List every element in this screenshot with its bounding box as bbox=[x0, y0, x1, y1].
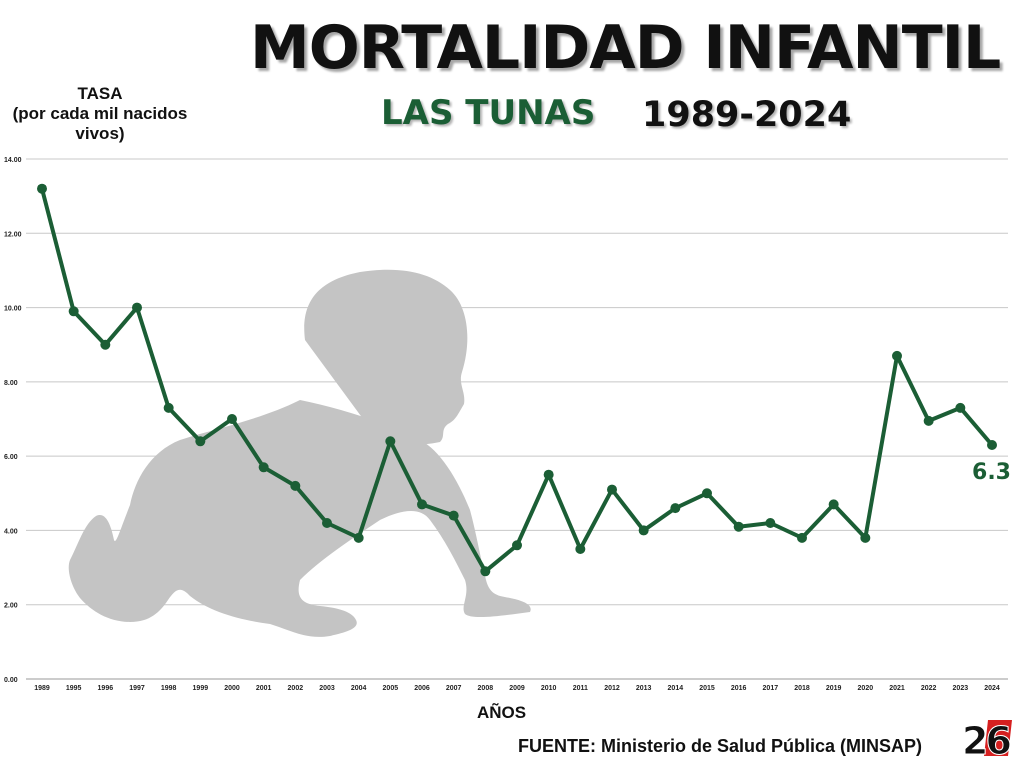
period-label: 1989-2024 bbox=[642, 95, 852, 135]
y-tick-label: 12.00 bbox=[4, 231, 22, 238]
chart-subtitle: LAS TUNAS bbox=[381, 93, 596, 133]
y-axis-label: TASA (por cada mil nacidos vivos) bbox=[12, 84, 188, 143]
data-point bbox=[892, 350, 902, 361]
data-point bbox=[575, 544, 586, 554]
x-tick-label: 2013 bbox=[636, 685, 652, 692]
data-point bbox=[512, 540, 522, 551]
chart-title: MORTALIDAD INFANTIL bbox=[250, 13, 1001, 83]
x-tick-label: 2007 bbox=[446, 685, 462, 692]
x-tick-label: 2006 bbox=[414, 685, 430, 692]
x-tick-label: 2002 bbox=[288, 685, 304, 692]
radio-26-logo-icon: 26 bbox=[962, 719, 1014, 759]
crawling-baby-silhouette-icon bbox=[68, 269, 531, 637]
x-tick-label: 2001 bbox=[256, 685, 272, 692]
data-point bbox=[702, 488, 712, 499]
x-tick-label: 2016 bbox=[731, 685, 747, 692]
x-tick-label: 2018 bbox=[794, 685, 810, 692]
x-axis-label: AÑOS bbox=[477, 703, 527, 722]
data-point bbox=[68, 306, 79, 317]
x-tick-label: 2003 bbox=[319, 685, 335, 692]
x-tick-label: 2008 bbox=[478, 685, 494, 692]
data-point bbox=[100, 339, 111, 350]
x-tick-label: 2011 bbox=[573, 685, 588, 692]
data-point bbox=[923, 415, 934, 426]
data-point bbox=[797, 532, 807, 543]
source-note: FUENTE: Ministerio de Salud Pública (MIN… bbox=[518, 736, 923, 756]
x-tick-label: 1997 bbox=[129, 685, 145, 692]
y-tick-label: 0.00 bbox=[4, 677, 18, 684]
y-tick-label: 8.00 bbox=[4, 380, 18, 387]
x-tick-label: 2004 bbox=[351, 685, 367, 692]
y-tick-label: 10.00 bbox=[4, 306, 22, 313]
data-point bbox=[258, 462, 269, 473]
data-point bbox=[987, 440, 997, 450]
y-tick-label: 6.00 bbox=[4, 454, 18, 461]
data-point bbox=[860, 532, 871, 543]
data-point bbox=[733, 521, 744, 532]
x-tick-label: 1999 bbox=[193, 685, 209, 692]
x-tick-label: 2015 bbox=[699, 685, 715, 692]
data-point bbox=[638, 525, 649, 536]
data-point bbox=[37, 183, 47, 194]
data-point bbox=[480, 566, 491, 577]
data-point bbox=[670, 503, 681, 514]
data-point bbox=[417, 499, 427, 510]
data-point bbox=[765, 518, 776, 528]
x-tick-label: 1989 bbox=[34, 685, 50, 692]
y-tick-label: 14.00 bbox=[4, 157, 22, 164]
grid-layer: 0.00 2.00 4.00 6.00 8.00 10.00 12.00 14.00 bbox=[4, 157, 1008, 684]
y-tick-label: 4.00 bbox=[4, 528, 18, 535]
x-tick-label: 2005 bbox=[383, 685, 399, 692]
y-tick-label: 2.00 bbox=[4, 603, 18, 610]
x-tick-layer: 1989 1995 1996 1997 1998 1999 2000 2001 2002 2003… bbox=[34, 685, 1000, 692]
logo-text: 26 bbox=[962, 719, 1010, 758]
x-tick-label: 1995 bbox=[66, 685, 82, 692]
x-tick-label: 2012 bbox=[604, 685, 620, 692]
x-tick-label: 2010 bbox=[541, 685, 557, 692]
data-point bbox=[955, 402, 966, 413]
x-tick-label: 2024 bbox=[984, 685, 1000, 692]
data-point bbox=[543, 469, 554, 480]
x-tick-label: 2017 bbox=[763, 685, 779, 692]
x-tick-label: 1996 bbox=[98, 685, 114, 692]
data-point bbox=[353, 532, 364, 543]
data-point bbox=[448, 510, 459, 521]
data-point bbox=[290, 480, 301, 491]
data-point bbox=[607, 484, 617, 495]
x-tick-label: 2021 bbox=[889, 685, 905, 692]
data-point bbox=[828, 499, 839, 510]
last-value-label: 6.3 bbox=[972, 460, 1011, 485]
data-point bbox=[163, 402, 174, 413]
x-tick-label: 2022 bbox=[921, 685, 937, 692]
data-point bbox=[132, 302, 142, 313]
data-point bbox=[227, 414, 237, 424]
x-tick-label: 2009 bbox=[509, 685, 525, 692]
series-layer: 6.3 bbox=[37, 183, 1011, 577]
x-tick-label: 2019 bbox=[826, 685, 842, 692]
x-tick-label: 2000 bbox=[224, 685, 240, 692]
x-tick-label: 2014 bbox=[668, 685, 684, 692]
x-tick-label: 2023 bbox=[953, 685, 969, 692]
data-point bbox=[195, 436, 206, 447]
x-tick-label: 2020 bbox=[858, 685, 874, 692]
x-tick-label: 1998 bbox=[161, 685, 177, 692]
data-point bbox=[322, 518, 332, 528]
data-point bbox=[385, 436, 396, 447]
